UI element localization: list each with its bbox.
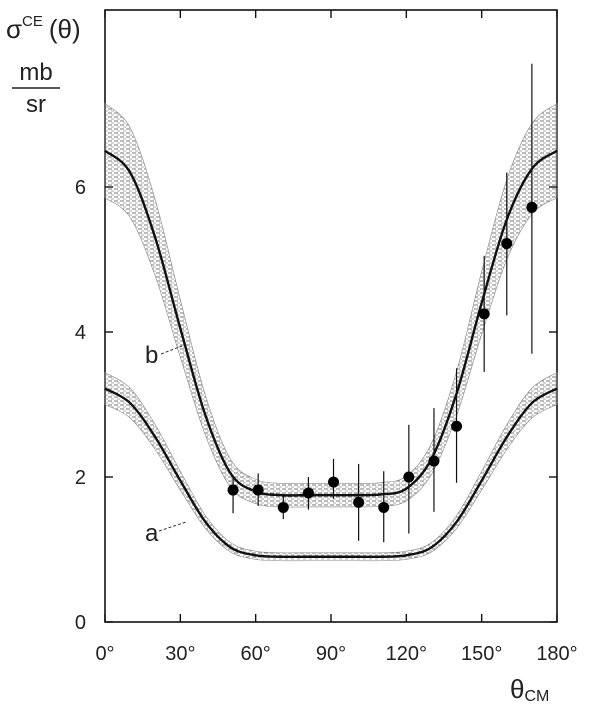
x-tick-label: 60°	[241, 643, 271, 665]
data-marker	[227, 484, 239, 496]
data-marker	[328, 476, 340, 488]
curve-a	[104, 387, 558, 559]
tick-labels: 0° 30° 60° 90° 120° 150° 180° 0 2 4 6	[75, 177, 578, 665]
curve-label-leader-b	[160, 345, 183, 355]
data-point	[526, 63, 538, 354]
band-b	[104, 102, 558, 508]
y-axis-label-arg: (θ)	[49, 14, 81, 44]
x-axis-label-base: θ	[510, 674, 524, 704]
x-axis-label: θCM	[510, 674, 549, 705]
y-axis-label-sup: CE	[22, 13, 43, 30]
x-tick-label: 180°	[536, 643, 577, 665]
x-axis-label-sub: CM	[524, 688, 549, 705]
data-marker	[252, 484, 264, 496]
curves	[104, 149, 558, 559]
x-tick-label: 30°	[165, 643, 195, 665]
curve-label-leader-a	[158, 521, 187, 532]
y-unit-numerator: mb	[19, 59, 52, 86]
data-point	[501, 172, 513, 316]
data-point	[353, 463, 365, 541]
x-tick-label: 90°	[316, 643, 346, 665]
data-point	[277, 495, 289, 520]
data-point	[403, 424, 415, 534]
data-marker	[428, 455, 440, 467]
data-points	[227, 63, 538, 543]
data-point	[227, 477, 239, 514]
curve-b	[104, 149, 558, 497]
data-point	[451, 368, 463, 483]
y-axis-label: σCE (θ)	[6, 13, 81, 44]
y-unit-denominator: sr	[26, 91, 46, 118]
x-tick-label: 120°	[386, 643, 427, 665]
y-tick-label: 4	[75, 322, 86, 344]
data-point	[478, 255, 490, 372]
curve-labels: ab	[145, 342, 187, 547]
band-a	[104, 372, 558, 562]
data-marker	[353, 496, 365, 508]
y-axis-unit: mb sr	[12, 59, 60, 118]
curve-label-b: b	[145, 342, 158, 369]
y-axis-label-base: σ	[6, 14, 22, 44]
x-tick-label: 150°	[461, 643, 502, 665]
x-tick-label: 0°	[95, 643, 114, 665]
data-marker	[526, 201, 538, 213]
y-tick-label: 2	[75, 467, 86, 489]
data-marker	[277, 501, 289, 513]
data-marker	[451, 420, 463, 432]
data-point	[252, 473, 264, 506]
curve-label-a: a	[145, 520, 159, 547]
data-marker	[302, 487, 314, 499]
data-marker	[403, 471, 415, 483]
data-marker	[478, 308, 490, 320]
data-marker	[501, 238, 513, 250]
data-point	[328, 458, 340, 499]
data-marker	[378, 501, 390, 513]
y-tick-label: 6	[75, 177, 86, 199]
axis-ticks	[104, 10, 558, 623]
uncertainty-bands	[104, 102, 558, 562]
y-tick-label: 0	[75, 612, 86, 634]
data-point	[302, 477, 314, 510]
data-point	[378, 471, 390, 543]
data-point	[428, 408, 440, 512]
